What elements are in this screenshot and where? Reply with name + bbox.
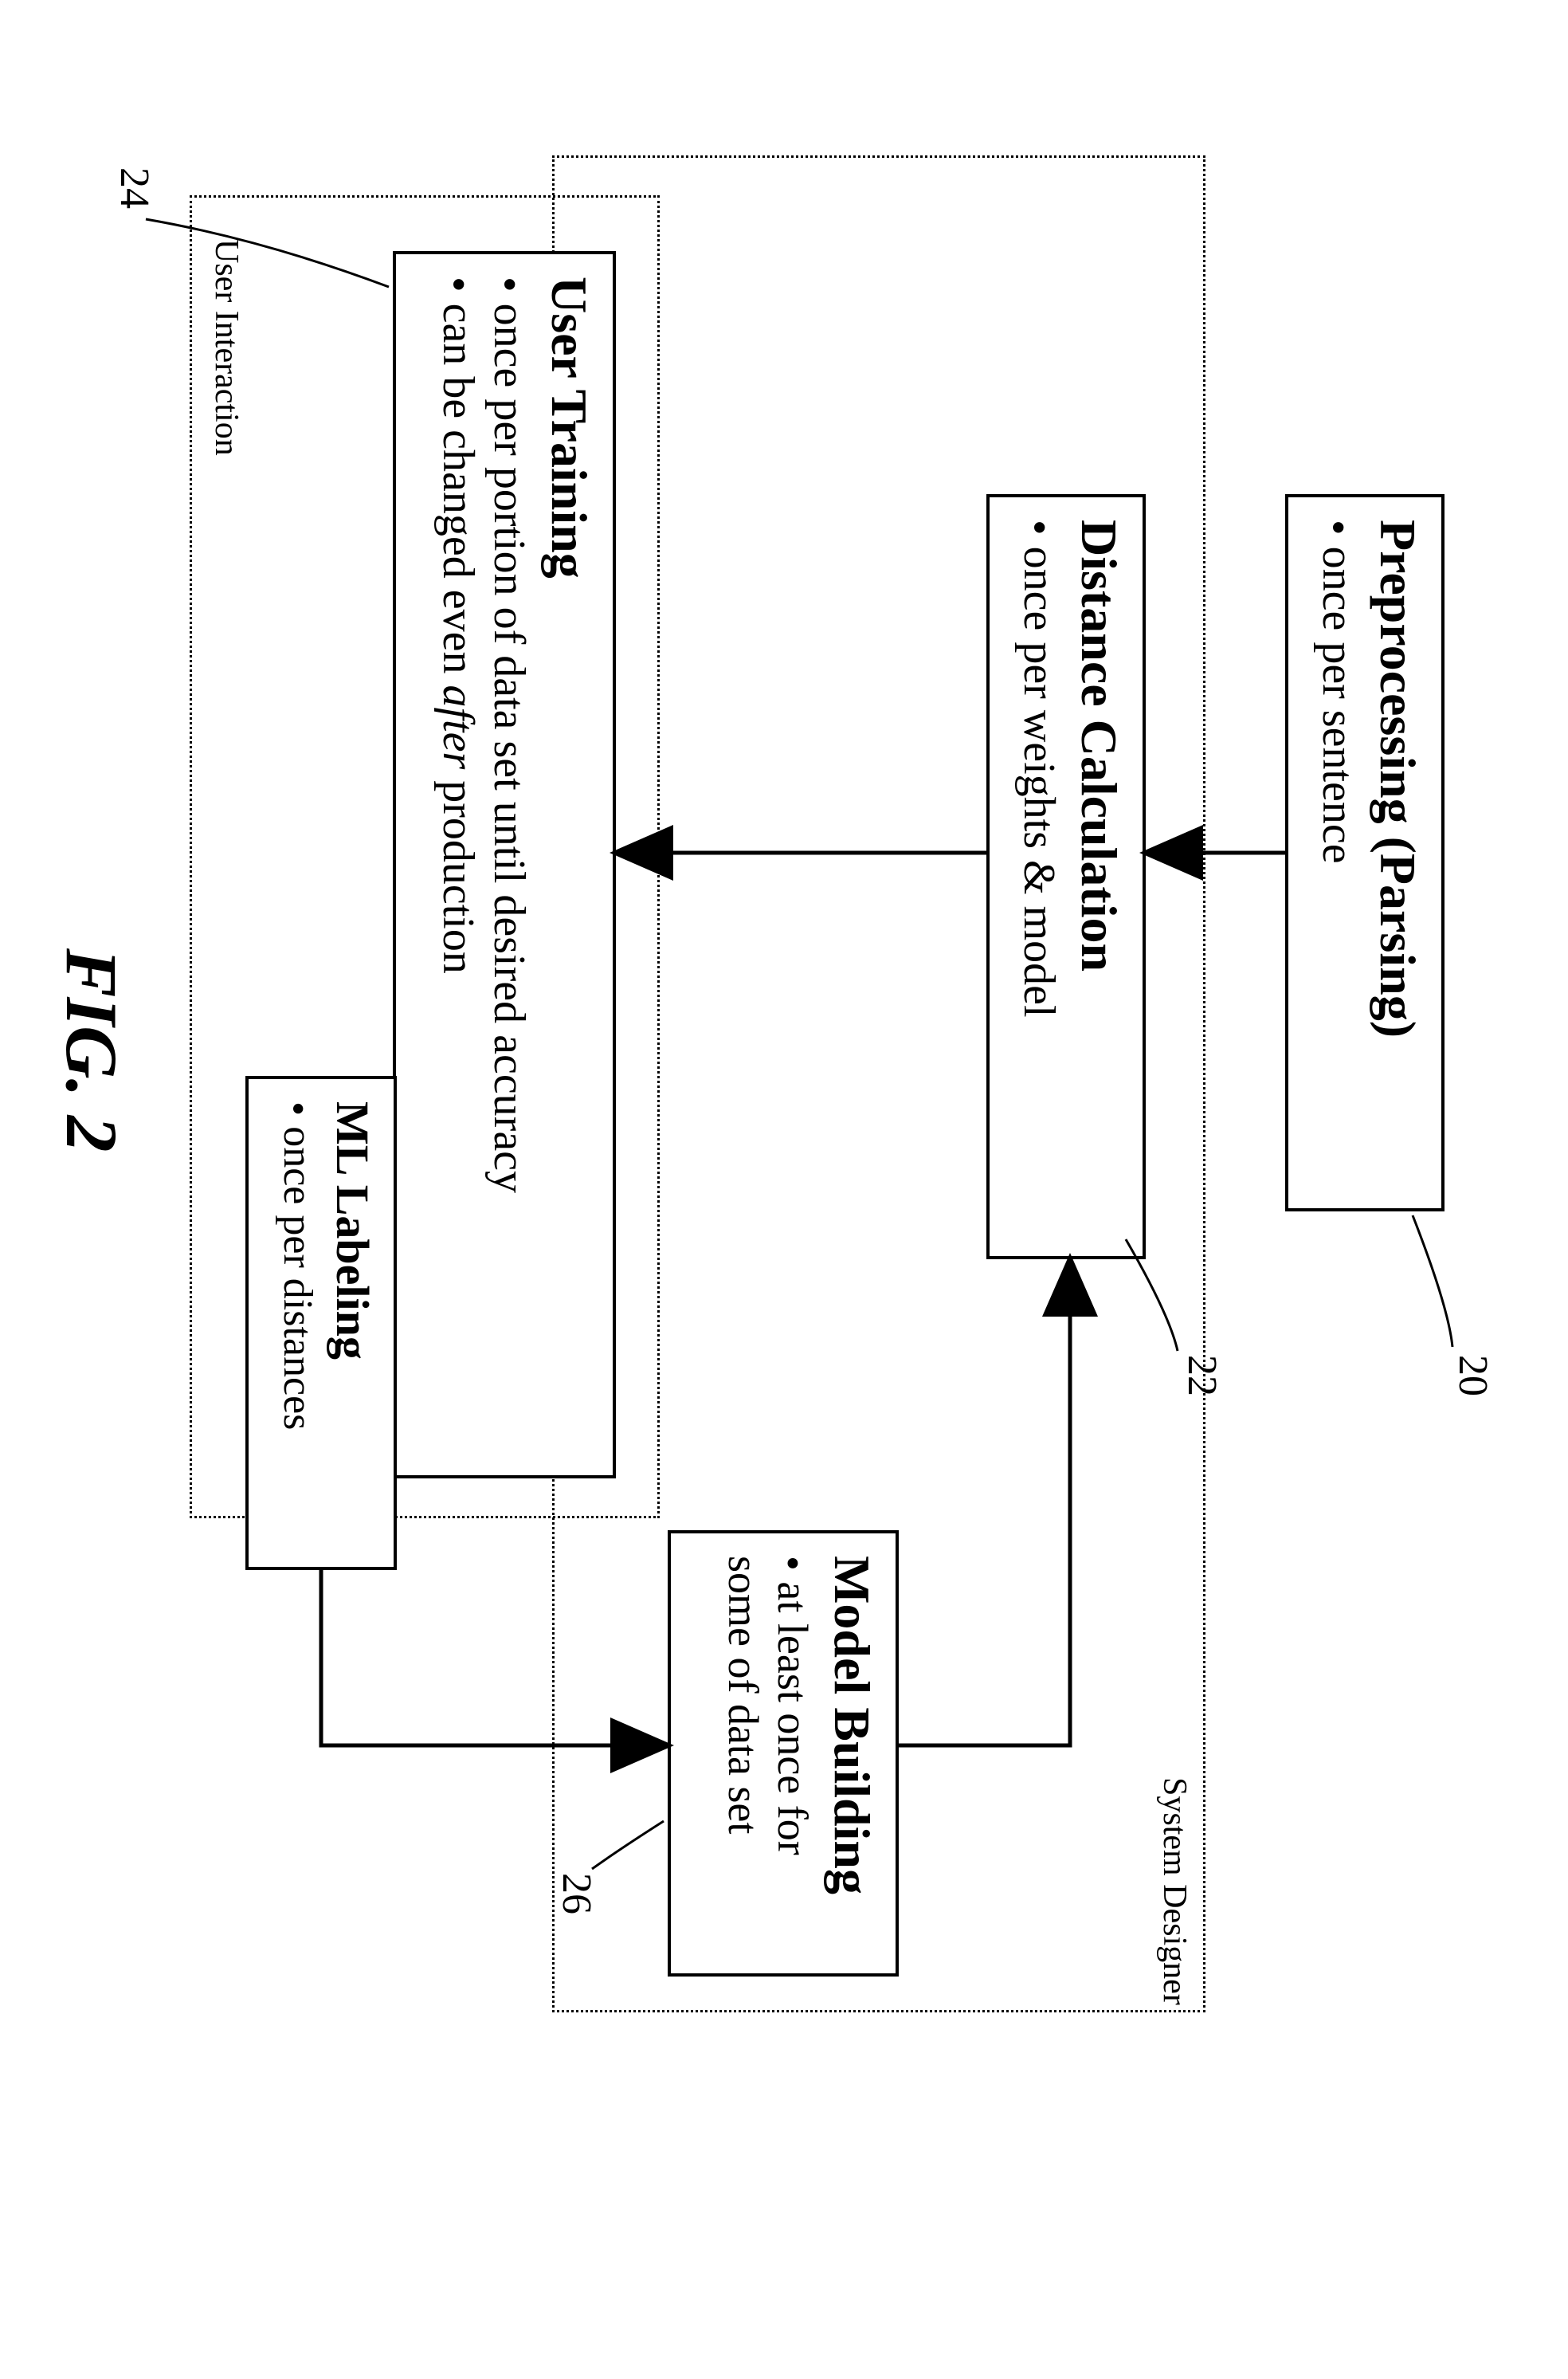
ut-b2-post: production	[433, 769, 483, 974]
node-preprocessing: Preprocessing (Parsing) once per sentenc…	[1285, 494, 1445, 1211]
leader-20	[1413, 1215, 1452, 1347]
figure-stage: System Designer User Interaction Preproc…	[0, 0, 1568, 2379]
node-distance: Distance Calculation once per weights & …	[986, 494, 1146, 1259]
node-distance-bullet: once per weights & model	[1013, 520, 1064, 1234]
node-ml-labeling: ML Labeling once per distances	[245, 1076, 397, 1570]
node-ml-labeling-title: ML Labeling	[326, 1101, 379, 1545]
node-preprocessing-bullet: once per sentence	[1312, 520, 1363, 1186]
node-preprocessing-title: Preprocessing (Parsing)	[1368, 520, 1427, 1186]
landscape-canvas: System Designer User Interaction Preproc…	[0, 0, 1568, 2379]
figure-caption: FIG. 2	[49, 948, 134, 1152]
node-ml-labeling-bullet: once per distances	[274, 1101, 321, 1545]
node-model-building-title: Model Building	[822, 1556, 881, 1951]
region-system-designer-label: System Designer	[1155, 1777, 1194, 2005]
ut-b2-after: after	[433, 685, 483, 769]
region-user-interaction-label: User Interaction	[207, 239, 245, 456]
node-user-training-title: User Training	[539, 277, 598, 1453]
node-user-training-bullet-1: once per portion of data set until desir…	[484, 277, 535, 1453]
ref-22: 22	[1178, 1355, 1225, 1396]
node-user-training: User Training once per portion of data s…	[393, 251, 616, 1478]
ref-20: 20	[1449, 1355, 1496, 1396]
node-distance-title: Distance Calculation	[1069, 520, 1128, 1234]
ref-26: 26	[553, 1873, 600, 1914]
ref-24: 24	[111, 167, 158, 209]
node-user-training-bullet-2: can be changed even after production	[433, 277, 484, 1453]
ut-b2-pre: can be changed even	[433, 304, 483, 685]
node-model-building-bullet: at least once for some of data set	[719, 1556, 817, 1951]
node-model-building: Model Building at least once for some of…	[668, 1530, 899, 1977]
